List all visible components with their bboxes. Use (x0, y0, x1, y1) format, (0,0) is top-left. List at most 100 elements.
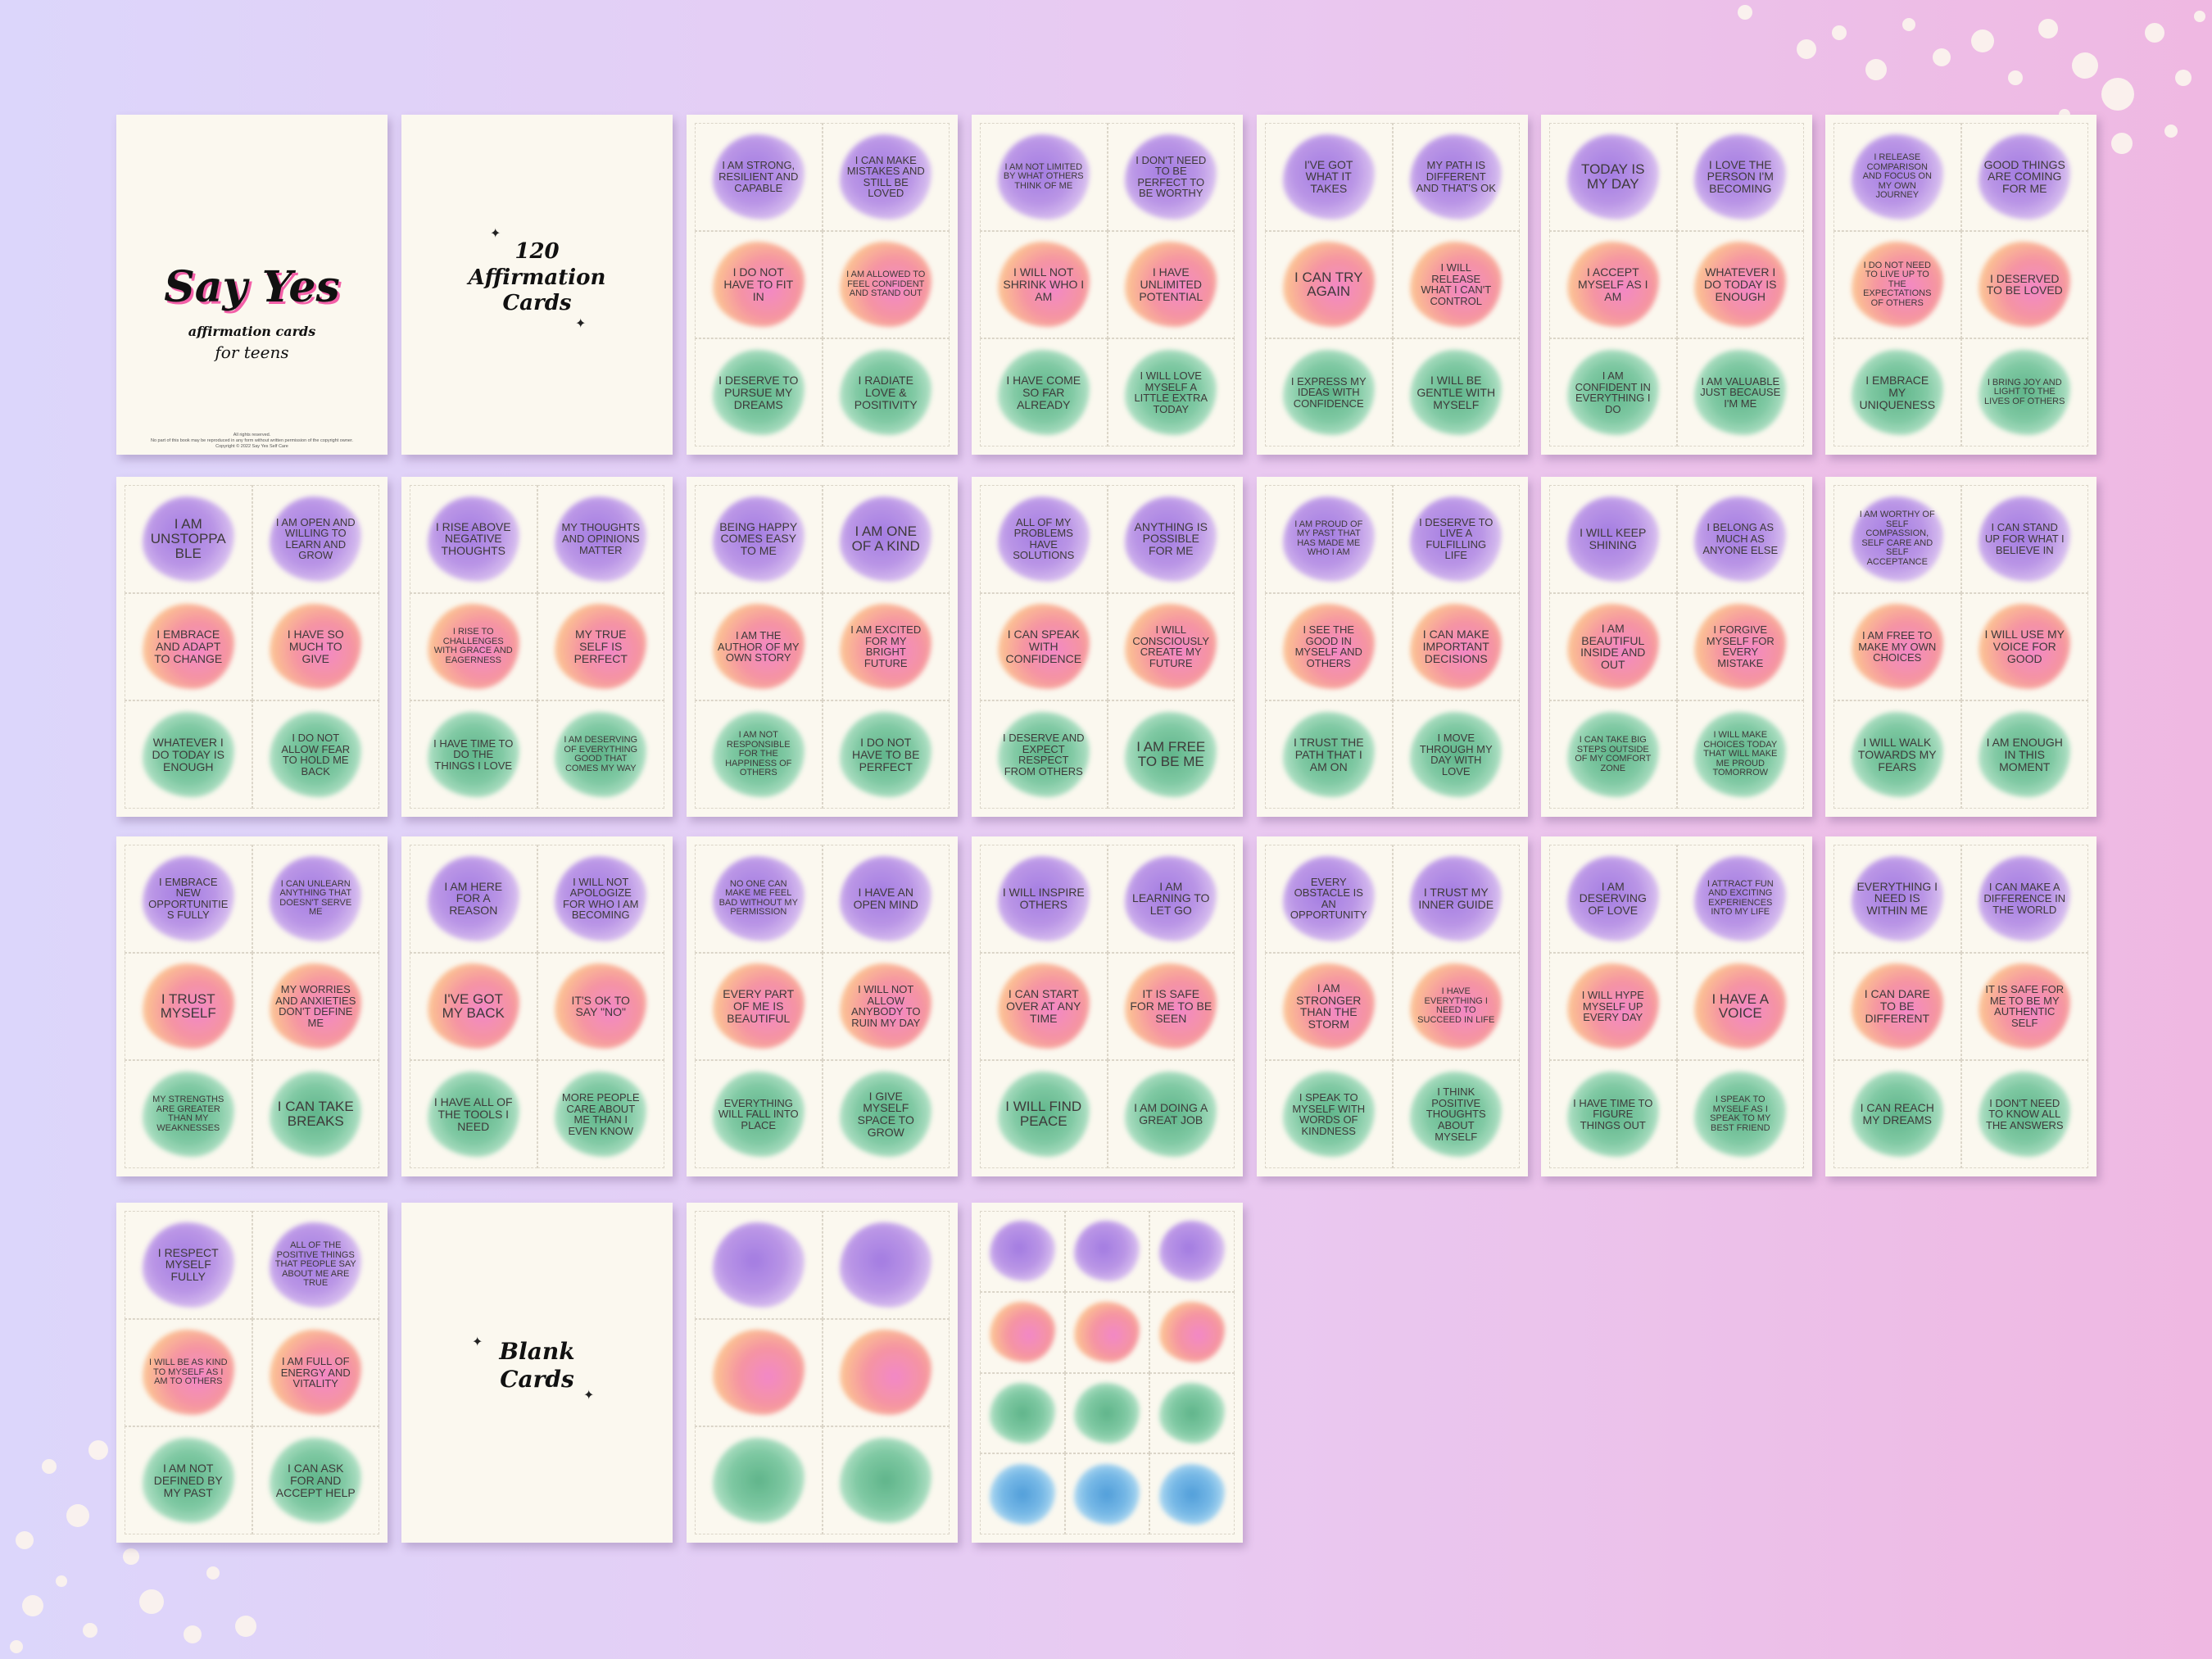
watercolor-blob (997, 350, 1090, 436)
sparkle-icon: ✦ (490, 227, 501, 241)
watercolor-blob (1410, 496, 1503, 582)
affirmation-text: I CAN MAKE IMPORTANT DECISIONS (1422, 628, 1489, 665)
watercolor-blob (1125, 963, 1217, 1049)
affirmation-text: I WILL NOT SHRINK WHO I AM (1003, 265, 1085, 303)
watercolor-blob (1566, 963, 1659, 1049)
card-grid: I AM UNSTOPPABLE I AM OPEN AND WILLING TO… (125, 485, 379, 809)
affirmation-text: I AM EXCITED FOR MY BRIGHT FUTURE (850, 623, 922, 670)
affirmation-card: I WILL WALK TOWARDS MY FEARS (1834, 700, 1961, 809)
affirmation-text: ALL OF THE POSITIVE THINGS THAT PEOPLE S… (274, 1240, 356, 1289)
watercolor-blob (712, 855, 805, 941)
affirmation-sheet: I AM STRONG, RESILIENT AND CAPABLE I CAN … (687, 115, 958, 455)
watercolor-blob (142, 1330, 234, 1416)
affirmation-text: EVERYTHING I NEED IS WITHIN ME (1856, 879, 1938, 918)
watercolor-blob (1979, 350, 2071, 436)
affirmation-card: I AM ENOUGH IN THIS MOMENT (1960, 700, 2088, 809)
card-grid: I'VE GOT WHAT IT TAKES MY PATH IS DIFFERE… (1265, 123, 1520, 446)
card-grid: EVERYTHING I NEED IS WITHIN ME I CAN MAKE… (1834, 845, 2088, 1168)
affirmation-text: WHATEVER I DO TODAY IS ENOUGH (1704, 265, 1777, 303)
card-grid: I AM NOT LIMITED BY WHAT OTHERS THINK OF… (980, 123, 1235, 446)
watercolor-blob (997, 1072, 1090, 1158)
intro-count: 120 (514, 239, 560, 264)
sparkle-icon: ✦ (472, 1335, 483, 1349)
affirmation-text: EVERYTHING WILL FALL INTO PLACE (718, 1096, 799, 1131)
affirmation-text: I AM NOT RESPONSIBLE FOR THE HAPPINESS O… (725, 730, 792, 778)
affirmation-sheet: NO ONE CAN MAKE ME FEEL BAD WITHOUT MY P… (687, 836, 958, 1176)
affirmation-text: I GIVE MYSELF SPACE TO GROW (857, 1089, 914, 1139)
affirmation-card: MY TRUE SELF IS PERFECT (537, 592, 664, 701)
blank-line-1: Blank (499, 1338, 575, 1365)
watercolor-blob (1125, 496, 1217, 582)
affirmation-text: I SPEAK TO MYSELF AS I SPEAK TO MY BEST … (1710, 1095, 1771, 1133)
watercolor-blob (1979, 604, 2071, 690)
card-grid: TODAY IS MY DAY I LOVE THE PERSON I'M BEC… (1549, 123, 1804, 446)
watercolor-blob (555, 855, 647, 941)
affirmation-sheet: I EMBRACE NEW OPPORTUNITIES FULLY I CAN U… (116, 836, 388, 1176)
affirmation-card: IT IS SAFE FOR ME TO BE SEEN (1107, 952, 1235, 1061)
affirmation-text: I DO NOT ALLOW FEAR TO HOLD ME BACK (281, 731, 351, 777)
affirmation-card: I CAN DARE TO BE DIFFERENT (1834, 952, 1961, 1061)
affirmation-text: I CAN STAND UP FOR WHAT I BELIEVE IN (1984, 521, 2065, 556)
affirmation-text: I DESERVE TO LIVE A FULFILLING LIFE (1419, 515, 1494, 562)
affirmation-card: I AM DESERVING OF LOVE (1549, 845, 1677, 953)
affirmation-card: I EMBRACE AND ADAPT TO CHANGE (125, 592, 252, 701)
blank-card (695, 1426, 823, 1534)
affirmation-text: I HAVE TIME TO DO THE THINGS I LOVE (433, 737, 514, 772)
affirmation-text: I WILL MAKE CHOICES TODAY THAT WILL MAKE… (1703, 730, 1778, 778)
watercolor-blob (1979, 134, 2071, 220)
affirmation-sheet: I RISE ABOVE NEGATIVE THOUGHTS MY THOUGHT… (401, 477, 673, 817)
affirmation-text: I HAVE TIME TO FIGURE THINGS OUT (1573, 1096, 1653, 1131)
affirmation-card: I DESERVE AND EXPECT RESPECT FROM OTHERS (980, 700, 1108, 809)
affirmation-card: BEING HAPPY COMES EASY TO ME (695, 485, 823, 593)
affirmation-card: I CAN MAKE MISTAKES AND STILL BE LOVED (822, 123, 950, 231)
affirmation-card: I AM NOT LIMITED BY WHAT OTHERS THINK OF… (980, 123, 1108, 231)
watercolor-blob (270, 855, 362, 941)
affirmation-card: I AM EXCITED FOR MY BRIGHT FUTURE (822, 592, 950, 701)
watercolor-blob (997, 963, 1090, 1049)
affirmation-card: I DO NOT NEED TO LIVE UP TO THE EXPECTAT… (1834, 230, 1961, 339)
affirmation-card: MY STRENGTHS ARE GREATER THAN MY WEAKNES… (125, 1060, 252, 1168)
affirmation-sheet: EVERYTHING I NEED IS WITHIN ME I CAN MAKE… (1825, 836, 2096, 1176)
watercolor-blob (840, 604, 932, 690)
blank-card (980, 1211, 1065, 1292)
affirmation-text: I FORGIVE MYSELF FOR EVERY MISTAKE (1706, 623, 1775, 670)
watercolor-blob (270, 1438, 362, 1524)
watercolor-blob (1694, 963, 1787, 1049)
affirmation-card: I RISE TO CHALLENGES WITH GRACE AND EAGE… (410, 592, 537, 701)
affirmation-card: I HAVE UNLIMITED POTENTIAL (1107, 230, 1235, 339)
card-grid: I AM STRONG, RESILIENT AND CAPABLE I CAN … (695, 123, 950, 446)
watercolor-blob (1694, 855, 1787, 941)
watercolor-blob (1851, 855, 1943, 941)
watercolor-blob (997, 496, 1090, 582)
affirmation-card: ALL OF THE POSITIVE THINGS THAT PEOPLE S… (252, 1211, 379, 1319)
card-grid: I AM DESERVING OF LOVE I ATTRACT FUN AND … (1549, 845, 1804, 1168)
affirmation-text: I AM WORTHY OF SELF COMPASSION, SELF CAR… (1859, 510, 1935, 567)
affirmation-card: I AM LEARNING TO LET GO (1107, 845, 1235, 953)
affirmation-text: I EMBRACE MY UNIQUENESS (1859, 374, 1936, 411)
affirmation-sheet: ALL OF MY PROBLEMS HAVE SOLUTIONS ANYTHIN… (972, 477, 1243, 817)
affirmation-text: IT'S OK TO SAY "NO" (571, 993, 630, 1019)
watercolor-blob (712, 963, 805, 1049)
affirmation-card: I AM BEAUTIFUL INSIDE AND OUT (1549, 592, 1677, 701)
affirmation-card: I DON'T NEED TO KNOW ALL THE ANSWERS (1960, 1060, 2088, 1168)
affirmation-card: I WILL INSPIRE OTHERS (980, 845, 1108, 953)
watercolor-blob (1125, 242, 1217, 328)
affirmation-sheet: EVERY OBSTACLE IS AN OPPORTUNITY I TRUST … (1257, 836, 1528, 1176)
watercolor-blob (1979, 496, 2071, 582)
affirmation-text: I AM CONFIDENT IN EVERYTHING I DO (1575, 369, 1651, 415)
affirmation-card: EVERYTHING I NEED IS WITHIN ME (1834, 845, 1961, 953)
affirmation-card: I BRING JOY AND LIGHT TO THE LIVES OF OT… (1960, 338, 2088, 446)
affirmation-card: I AM DESERVING OF EVERYTHING GOOD THAT C… (537, 700, 664, 809)
blank-card (980, 1291, 1065, 1373)
blank-card (1149, 1372, 1235, 1454)
watercolor-blob (1851, 134, 1943, 220)
watercolor-blob (840, 496, 932, 582)
affirmation-text: I AM BEAUTIFUL INSIDE AND OUT (1580, 622, 1646, 672)
watercolor-blob (1851, 712, 1943, 798)
affirmation-text: I AM VALUABLE JUST BECAUSE I'M ME (1700, 374, 1781, 410)
watercolor-blob (427, 855, 519, 941)
affirmation-text: I TRUST THE PATH THAT I AM ON (1293, 736, 1364, 773)
watercolor-blob (1282, 855, 1375, 941)
affirmation-text: I WILL KEEP SHINING (1580, 526, 1647, 551)
affirmation-text: EVERY OBSTACLE IS AN OPPORTUNITY (1290, 875, 1367, 922)
